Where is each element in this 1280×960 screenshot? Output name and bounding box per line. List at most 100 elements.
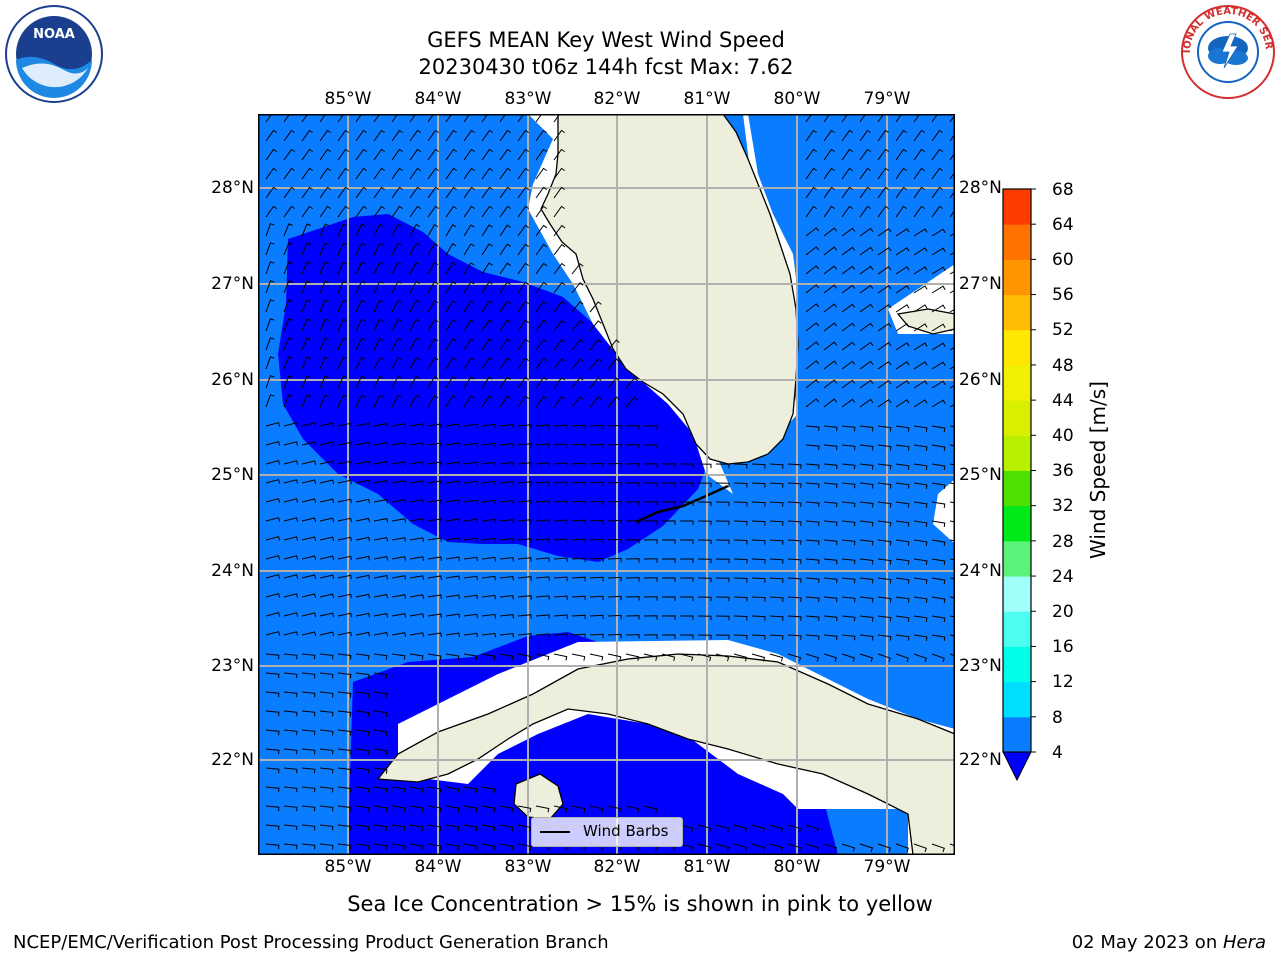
wind-barb [481, 594, 496, 600]
wind-barb [283, 612, 299, 617]
wind-barb [607, 557, 622, 563]
lat-label-left: 22°N [211, 750, 254, 770]
wind-barb [913, 247, 928, 256]
wind-barb [499, 481, 514, 486]
wind-barb [265, 555, 281, 560]
wind-barb [499, 653, 514, 661]
wind-barb [337, 805, 352, 812]
wind-barb [859, 425, 874, 432]
wind-barb [805, 167, 817, 180]
wind-barb [895, 539, 910, 546]
wind-barb [715, 596, 730, 602]
wind-barb [535, 424, 550, 429]
wind-barb [499, 614, 514, 619]
wind-barb [427, 129, 439, 142]
wind-barb [553, 443, 568, 449]
wind-barb [355, 356, 366, 370]
wind-barb [787, 653, 802, 662]
colorbar-band [1003, 224, 1031, 260]
wind-barb [679, 653, 694, 662]
wind-barb [373, 223, 384, 237]
wind-barb [463, 319, 475, 332]
wind-barb [805, 227, 820, 237]
wind-barb [373, 186, 385, 199]
wind-barb [859, 303, 874, 313]
wind-barb [625, 396, 638, 408]
wind-barb [553, 186, 565, 199]
wind-barb [535, 481, 550, 486]
wind-barb [373, 575, 388, 580]
wind-barb [427, 423, 442, 428]
wind-barb [697, 482, 712, 488]
wind-barb [553, 262, 566, 275]
wind-barb [859, 577, 874, 584]
wind-barb [931, 186, 943, 199]
wind-barb [625, 463, 640, 468]
wind-barb [895, 615, 910, 622]
wind-barb [391, 167, 403, 180]
wind-barb [373, 729, 388, 736]
wind-barb [625, 501, 640, 506]
wind-barb [697, 501, 712, 507]
wind-barb [877, 228, 892, 237]
noaa-logo-text: NOAA [33, 27, 75, 42]
wind-barb [733, 558, 748, 564]
wind-barb [805, 444, 820, 451]
wind-barb [445, 805, 460, 813]
colorbar-label: Wind Speed [m/s] [1086, 381, 1110, 559]
wind-barb [463, 205, 475, 218]
wind-barb [931, 634, 946, 642]
wind-barb [805, 129, 817, 142]
lat-label-right: 24°N [959, 561, 1002, 581]
wind-barb [427, 186, 439, 199]
wind-barb [445, 338, 457, 351]
wind-barb [607, 424, 622, 430]
wind-barb [481, 518, 496, 524]
wind-barb [913, 304, 928, 313]
wind-barb [535, 338, 548, 351]
wind-barb [841, 284, 856, 294]
wind-barb [445, 843, 460, 851]
wind-barb [265, 318, 275, 332]
wind-barb [661, 463, 676, 468]
wind-barb [283, 555, 299, 560]
wind-barb [553, 357, 566, 370]
wind-barb [355, 574, 370, 580]
wind-barb [643, 615, 658, 620]
wind-barb [769, 463, 784, 469]
wind-barb [391, 337, 402, 351]
wind-barb [301, 786, 316, 793]
wind-barb [913, 843, 927, 853]
wind-barb [859, 114, 871, 123]
wind-barb [535, 281, 548, 294]
wind-barb [877, 247, 892, 256]
wind-barb [301, 356, 311, 370]
wind-barb [733, 634, 748, 640]
wind-barb [301, 375, 311, 389]
wind-barb [733, 520, 748, 526]
wind-barb [589, 462, 604, 468]
wind-barb [517, 224, 529, 237]
wind-barb [319, 318, 330, 332]
wind-barb [319, 223, 330, 237]
wind-barb [283, 767, 298, 774]
wind-barb [337, 710, 352, 717]
wind-barb [931, 577, 946, 585]
wind-barb [337, 479, 353, 485]
wind-barb [535, 300, 548, 313]
wind-barb [895, 228, 910, 237]
wind-barb [553, 129, 565, 142]
wind-barb [751, 824, 766, 833]
wind-barb [805, 520, 820, 527]
wind-barb [445, 224, 457, 237]
wind-barb [391, 805, 406, 812]
wind-barb [841, 444, 856, 451]
wind-barb [265, 114, 277, 123]
wind-barb [373, 653, 388, 660]
wind-barb [913, 615, 928, 622]
wind-barb [283, 148, 295, 161]
wind-barb [409, 375, 421, 389]
wind-barb [697, 843, 712, 852]
wind-barb [895, 342, 910, 351]
wind-barb [769, 634, 784, 640]
